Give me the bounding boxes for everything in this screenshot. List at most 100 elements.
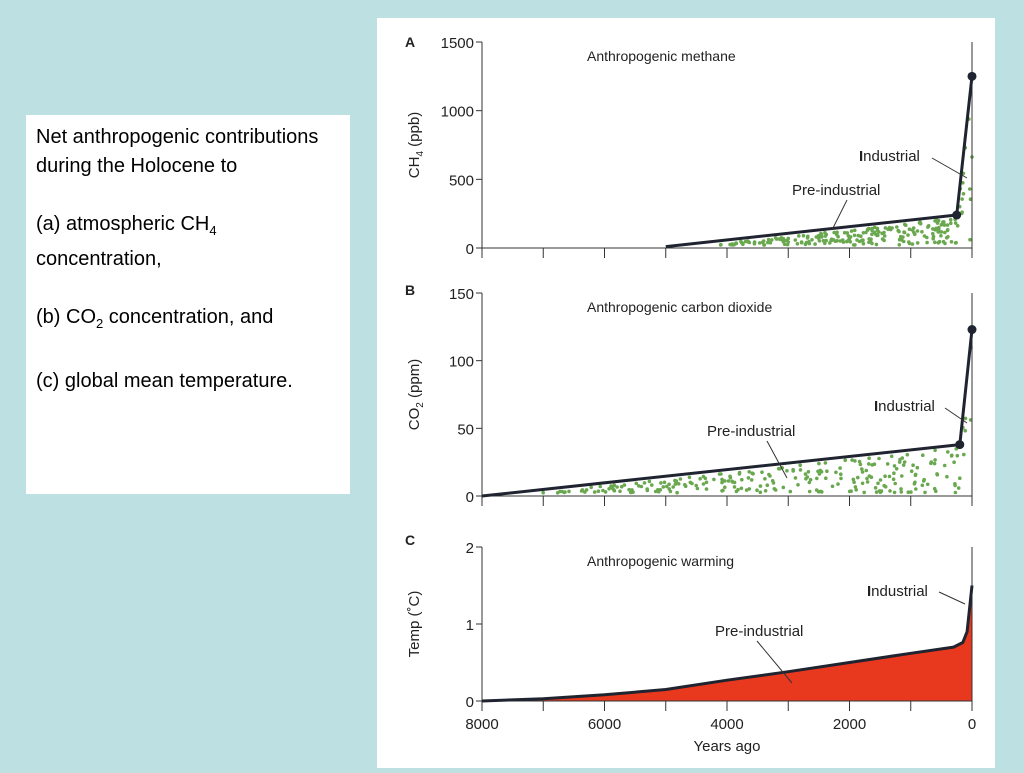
industrial-initial: I xyxy=(867,583,871,600)
stipple-dot xyxy=(762,243,767,247)
stipple-dot xyxy=(842,230,847,235)
stipple-dot xyxy=(598,484,603,489)
stipple-dot xyxy=(704,487,709,491)
stipple-dot xyxy=(841,240,846,244)
y-tick-label: 500 xyxy=(449,172,474,189)
stipple-dot xyxy=(843,458,847,463)
industrial-initial: I xyxy=(874,398,878,415)
pre-industrial-leader xyxy=(831,199,848,231)
stipple-dot xyxy=(732,480,737,485)
pre-industrial-leader xyxy=(756,640,793,684)
stipple-dot xyxy=(785,469,789,473)
stipple-dot xyxy=(612,483,616,488)
stipple-dot xyxy=(960,197,964,201)
pre-industrial-label: Pre-industrial xyxy=(707,423,795,440)
stipple-dot xyxy=(629,490,634,495)
chart-panel-b: B 0 50 100 150 CO2 (ppm) Anthropogenic carbon … xyxy=(405,282,977,506)
stipple-dot xyxy=(791,469,795,473)
y-tick-label: 0 xyxy=(466,241,474,258)
stipple-dot xyxy=(824,238,828,243)
stipple-dot xyxy=(915,241,920,245)
stipple-dot xyxy=(803,472,808,476)
stipple-dot xyxy=(909,469,914,474)
stipple-dot xyxy=(665,484,669,489)
panel-label: C xyxy=(405,532,415,548)
stipple-dot xyxy=(718,243,723,247)
y-tick-label: 1 xyxy=(466,617,474,634)
pre-industrial-label: Pre-industrial xyxy=(792,182,880,199)
stipple-dot xyxy=(896,228,900,233)
stipple-dot xyxy=(788,489,793,494)
stipple-dot xyxy=(880,237,885,241)
stipple-dot xyxy=(774,237,779,241)
stipple-dot xyxy=(589,485,593,490)
x-tick-label: 4000 xyxy=(710,716,743,733)
stipple-dot xyxy=(687,475,692,480)
stipple-dot xyxy=(851,477,856,482)
stipple-dot xyxy=(902,460,907,464)
stipple-dot xyxy=(642,481,647,485)
stipple-dot xyxy=(914,487,918,491)
stipple-dot xyxy=(675,490,679,495)
y-tick-label: 2 xyxy=(466,540,474,557)
stipple-dot xyxy=(839,472,843,477)
stipple-dot xyxy=(867,240,871,245)
stipple-dot xyxy=(870,232,874,236)
stipple-dot xyxy=(913,480,917,485)
stipple-dot xyxy=(865,480,870,484)
stipple-dot xyxy=(889,454,894,459)
chart-title: Anthropogenic methane xyxy=(587,48,736,64)
industrial-label: Industrial xyxy=(867,583,928,600)
stipple-dot xyxy=(760,470,764,475)
stipple-dot xyxy=(785,242,790,247)
stipple-dot xyxy=(895,225,899,229)
stipple-dot xyxy=(770,479,775,483)
x-tick-label: 6000 xyxy=(588,716,621,733)
stipple-dot xyxy=(931,236,935,241)
stipple-dot xyxy=(968,187,972,191)
stipple-dot xyxy=(933,458,937,462)
industrial-rest: ndustrial xyxy=(871,583,928,600)
x-tick-label: 2000 xyxy=(833,716,866,733)
stipple-dot xyxy=(906,490,911,495)
y-label-subscript: 2 xyxy=(415,402,426,408)
stipple-dot xyxy=(883,485,888,489)
stipple-dot xyxy=(923,490,927,495)
stipple-dot xyxy=(758,484,763,488)
stipple-dot xyxy=(892,464,897,468)
stipple-dot xyxy=(807,241,812,246)
stipple-dot xyxy=(876,481,880,486)
stipple-dot xyxy=(936,241,941,245)
stipple-dot xyxy=(847,489,852,494)
stipple-dot xyxy=(856,233,861,238)
stipple-dot xyxy=(835,232,839,237)
stipple-dot xyxy=(963,416,968,421)
stipple-dot xyxy=(806,470,811,474)
stipple-dot xyxy=(647,479,652,484)
stipple-dot xyxy=(833,239,838,243)
stipple-dot xyxy=(946,235,950,239)
y-axis-label: Temp (˚C) xyxy=(406,591,423,658)
stipple-dot xyxy=(816,236,821,241)
figure-panel: A 0 500 1000 1500 CH4 (ppb) Anthropogenic meth… xyxy=(377,18,995,768)
stipple-dot xyxy=(922,234,927,238)
stipple-dot xyxy=(906,233,910,237)
stipple-dot xyxy=(773,488,778,492)
industrial-label: Industrial xyxy=(859,148,920,165)
stipple-dot xyxy=(627,487,631,492)
stipple-dot xyxy=(853,485,858,489)
stipple-dot xyxy=(948,217,953,222)
stipple-dot xyxy=(596,489,601,494)
stipple-dot xyxy=(776,466,781,471)
stipple-dot xyxy=(736,487,740,492)
stipple-dot xyxy=(855,238,859,242)
stipple-dot xyxy=(755,488,759,493)
stipple-dot xyxy=(876,233,880,237)
stipple-dot xyxy=(872,462,877,467)
stipple-dot xyxy=(853,459,857,463)
stipple-dot xyxy=(897,243,902,247)
stipple-dot xyxy=(818,489,823,494)
y-tick-label: 100 xyxy=(449,354,474,371)
stipple-dot xyxy=(734,241,739,246)
